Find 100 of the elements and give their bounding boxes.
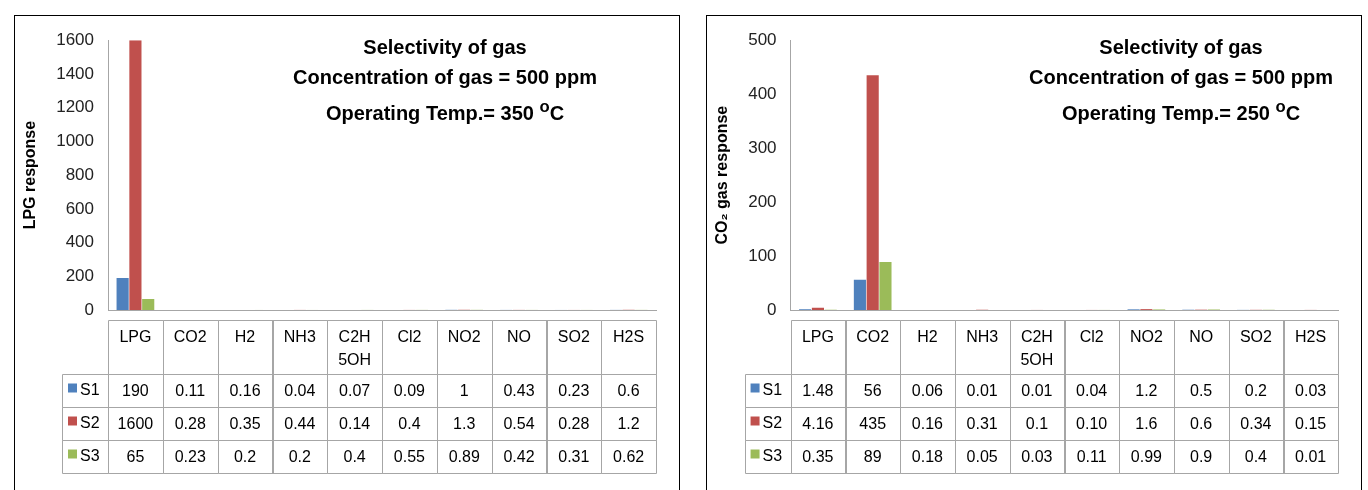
data-label: 0.99 (1130, 447, 1163, 465)
data-label: 0.28 (558, 414, 590, 432)
x-tick-label: NO2 (447, 328, 481, 346)
data-label: 0.5 (1190, 381, 1213, 399)
data-label: 0.54 (503, 414, 535, 432)
data-label: 0.11 (175, 381, 206, 399)
text: Concentration of gas = 500 ppm (293, 65, 597, 90)
annotation: Operating Temp.= 250 $^{o}$C (1060, 96, 1302, 126)
y-tick-label: 200 (748, 191, 777, 211)
data-label: 0.62 (613, 447, 645, 465)
data-label: 0.4 (343, 447, 366, 465)
data-label: 0.4 (398, 414, 421, 432)
data-label: 0.10 (1076, 414, 1108, 432)
data-label: 1.3 (453, 414, 476, 432)
y-tick-label: 600 (65, 198, 95, 218)
y-tick-label: 0 (767, 299, 777, 319)
data-label: 1.48 (802, 381, 834, 399)
data-label: 0.04 (284, 381, 316, 399)
y-tick-label: 1000 (56, 131, 95, 151)
legend-label: S3 (80, 446, 100, 464)
data-label: 0.07 (339, 381, 371, 399)
data-label: 0.03 (1021, 447, 1053, 465)
data-label: 0.35 (802, 447, 834, 465)
data-label: 56 (863, 381, 882, 399)
data-label: 0.15 (1295, 414, 1327, 432)
x-tick-label: SO2 (557, 328, 590, 346)
y-tick-label: 800 (65, 164, 95, 184)
data-label: 0.05 (966, 447, 998, 465)
data-label: 0.01 (1295, 447, 1327, 465)
legend-label: S3 (762, 446, 783, 464)
y-tick-label: 400 (65, 232, 95, 252)
x-tick-label: LPG (801, 328, 834, 346)
x-tick-label: CO2 (856, 328, 890, 346)
data-label: 435 (859, 414, 887, 432)
data-label: 0.55 (393, 447, 426, 465)
data-label: 0.23 (174, 447, 206, 465)
data-label: 0.6 (1190, 414, 1213, 432)
x-tick-label: NO (1189, 328, 1214, 346)
data-label: 0.89 (448, 447, 480, 465)
y-tick-label: 1400 (56, 63, 95, 83)
data-label: 0.43 (503, 381, 535, 399)
data-label: 0.06 (911, 381, 944, 399)
data-label: 0.11 (1076, 447, 1107, 465)
data-label: 1600 (117, 414, 154, 432)
y-tick-label: 200 (65, 265, 95, 285)
y-tick-label: 500 (748, 29, 777, 49)
data-label: 0.35 (229, 414, 261, 432)
data-label: 0.6 (617, 381, 640, 399)
x-tick-label: H2 (917, 328, 938, 346)
data-label: 0.01 (1021, 381, 1053, 399)
data-label: 0.01 (966, 381, 998, 399)
data-label: 0.03 (1295, 381, 1327, 399)
data-label: 0.9 (1190, 447, 1213, 465)
data-label: 1.2 (1135, 381, 1158, 399)
x-tick-label: CO2 (173, 328, 207, 346)
data-label: 0.2 (233, 447, 257, 465)
data-label: 0.2 (288, 447, 312, 465)
x-tick-label: Cl2 (1079, 328, 1104, 346)
data-label: 0.16 (911, 414, 944, 432)
y-tick-label: 100 (748, 245, 777, 265)
x-tick-label: C2H5OH (338, 328, 372, 369)
data-label: 0.31 (558, 447, 590, 465)
x-tick-label: H2S (1295, 328, 1327, 346)
y-axis-title: LPG response (21, 120, 39, 230)
y-tick-label: 1200 (56, 97, 95, 117)
legend-label: S2 (80, 413, 100, 431)
annotation: Operating Temp.= 350 $^{o}$C (324, 96, 566, 126)
legend-label: S2 (762, 413, 783, 431)
x-tick-label: H2 (234, 328, 256, 346)
data-label: 0.31 (966, 414, 998, 432)
data-label: 0.44 (284, 414, 316, 432)
data-label: 0.14 (339, 414, 371, 432)
legend-label: S1 (80, 380, 100, 398)
data-label: 0.09 (393, 381, 426, 399)
x-tick-label: SO2 (1239, 328, 1272, 346)
data-label: 0.42 (503, 447, 535, 465)
data-label: 0.2 (1244, 381, 1268, 399)
legend-label: S1 (762, 380, 783, 398)
y-tick-label: 400 (748, 83, 777, 103)
x-tick-label: C2H5OH (1020, 328, 1054, 369)
data-label: 1.6 (1135, 414, 1158, 432)
x-tick-label: H2S (613, 328, 645, 346)
text: Concentration of gas = 500 ppm (1029, 65, 1333, 90)
data-label: 0.1 (1025, 414, 1049, 432)
y-tick-label: 1600 (56, 29, 95, 49)
chart-title: Selectivity of gas (1098, 35, 1264, 60)
data-label: 4.16 (802, 414, 834, 432)
x-tick-label: NH3 (283, 328, 316, 346)
data-label: 0.4 (1244, 447, 1268, 465)
data-label: 190 (122, 381, 149, 399)
data-label: 1.2 (617, 414, 640, 432)
x-tick-label: NH3 (966, 328, 999, 346)
y-tick-label: 300 (748, 137, 777, 157)
x-tick-label: NO2 (1129, 328, 1163, 346)
data-label: 0.34 (1240, 414, 1272, 432)
data-label: 1 (459, 381, 469, 399)
chart-title: Selectivity of gas (362, 35, 528, 60)
y-tick-label: 0 (84, 299, 95, 319)
x-tick-label: NO (507, 328, 531, 346)
data-label: 0.16 (229, 381, 261, 399)
